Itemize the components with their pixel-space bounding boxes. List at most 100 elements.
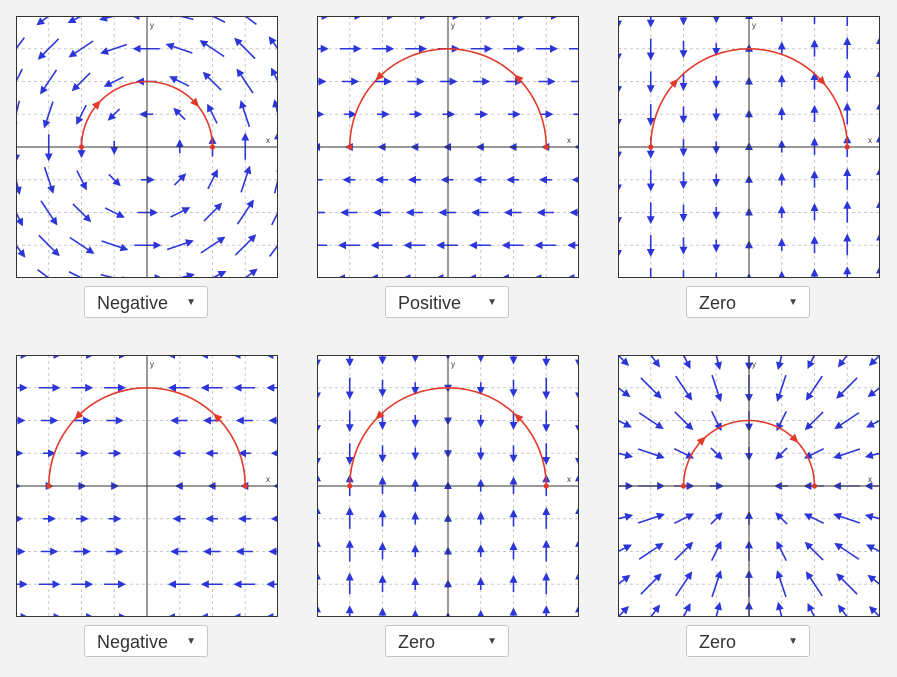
work-sign-dropdown-3[interactable]: Zero ▼ xyxy=(686,286,810,318)
field-vector xyxy=(272,99,278,118)
work-sign-dropdown-5[interactable]: Zero ▼ xyxy=(385,625,509,657)
field-vector xyxy=(674,541,694,561)
plot-border xyxy=(16,355,278,617)
plot-svg: xy xyxy=(317,355,579,617)
field-vector xyxy=(638,412,664,430)
field-vector xyxy=(243,268,258,278)
field-vector xyxy=(864,451,880,459)
field-vector xyxy=(240,165,252,193)
field-vector xyxy=(807,355,816,369)
caret-down-icon: ▼ xyxy=(487,636,497,647)
field-vector xyxy=(198,16,226,23)
work-sign-dropdown-6[interactable]: Zero ▼ xyxy=(686,625,810,657)
curve-endpoint xyxy=(844,144,850,150)
field-vector xyxy=(103,76,124,87)
field-vector xyxy=(100,273,130,278)
field-vector xyxy=(107,108,121,121)
field-vector xyxy=(234,234,257,256)
field-vector xyxy=(236,199,254,225)
field-vector xyxy=(40,200,58,226)
x-axis-label: x xyxy=(567,136,571,145)
field-vector xyxy=(268,36,278,51)
field-vector xyxy=(234,37,256,60)
field-vector xyxy=(776,601,784,617)
field-vector xyxy=(682,355,691,369)
field-vector xyxy=(649,355,661,368)
field-vector xyxy=(618,419,632,428)
field-vector xyxy=(804,411,824,431)
curve-direction-arrow xyxy=(190,97,200,108)
plot-border xyxy=(317,355,579,617)
x-axis-label: x xyxy=(868,136,872,145)
curve-direction-arrow xyxy=(514,74,524,84)
plot-border xyxy=(618,355,880,617)
field-vector xyxy=(239,100,251,128)
field-vector xyxy=(101,240,129,252)
field-vector xyxy=(618,513,634,521)
field-vector xyxy=(775,374,787,402)
x-axis-label: x xyxy=(266,136,270,145)
field-vector xyxy=(67,16,84,23)
field-vector xyxy=(867,386,880,398)
plot-svg: xy xyxy=(618,355,880,617)
dropdown-selected-value: Positive xyxy=(398,293,462,313)
field-vector xyxy=(618,355,630,367)
field-vector xyxy=(71,72,91,92)
caret-down-icon: ▼ xyxy=(487,297,497,308)
field-vector xyxy=(16,100,21,130)
field-vector xyxy=(637,448,665,460)
field-vector xyxy=(16,176,22,195)
dropdown-selected-value: Zero xyxy=(398,632,436,652)
field-vector xyxy=(243,16,257,26)
field-vector xyxy=(837,355,849,368)
curve-direction-arrow xyxy=(816,76,826,86)
field-vector xyxy=(714,601,722,617)
field-vector xyxy=(68,40,94,58)
curve-path xyxy=(649,47,849,148)
field-vector xyxy=(714,355,722,371)
plot-border xyxy=(618,16,880,278)
work-sign-dropdown-4[interactable]: Negative ▼ xyxy=(84,625,208,657)
field-vector xyxy=(775,447,788,460)
field-vector xyxy=(804,541,824,561)
work-sign-dropdown-2[interactable]: Positive ▼ xyxy=(385,286,509,318)
curve-direction-arrow xyxy=(789,433,799,443)
field-vector xyxy=(76,170,87,191)
caret-down-icon: ▼ xyxy=(186,636,196,647)
field-vector xyxy=(710,447,723,460)
field-vector xyxy=(43,166,55,194)
field-vector xyxy=(199,40,225,58)
field-vector xyxy=(170,207,191,218)
field-vector xyxy=(675,571,693,597)
field-vector xyxy=(833,448,861,460)
curve-endpoint xyxy=(46,483,52,489)
x-axis-label: x xyxy=(868,475,872,484)
field-vector xyxy=(618,451,634,459)
curve-path xyxy=(80,80,214,148)
dropdown-selected-value: Zero xyxy=(699,632,737,652)
field-vector xyxy=(16,210,23,227)
curve-direction-arrow xyxy=(375,71,385,81)
field-vector xyxy=(76,104,87,125)
field-vector xyxy=(674,411,694,431)
field-vector xyxy=(640,573,662,595)
field-vector xyxy=(833,512,861,524)
x-axis-label: x xyxy=(567,475,571,484)
field-vector xyxy=(776,355,784,371)
field-vector xyxy=(673,513,695,525)
curve-direction-arrow xyxy=(213,413,223,423)
dropdown-selected-value: Negative xyxy=(97,293,169,313)
field-vector xyxy=(207,169,218,190)
field-vector xyxy=(104,207,125,218)
field-vector xyxy=(710,540,722,562)
plot-svg: xy xyxy=(317,16,579,278)
plot-border xyxy=(317,16,579,278)
curve-path xyxy=(348,47,548,148)
field-vector xyxy=(16,243,26,258)
field-vector xyxy=(203,202,223,222)
field-vector xyxy=(775,570,787,598)
field-vector xyxy=(834,542,860,560)
caret-down-icon: ▼ xyxy=(788,297,798,308)
work-sign-dropdown-1[interactable]: Negative ▼ xyxy=(84,286,208,318)
